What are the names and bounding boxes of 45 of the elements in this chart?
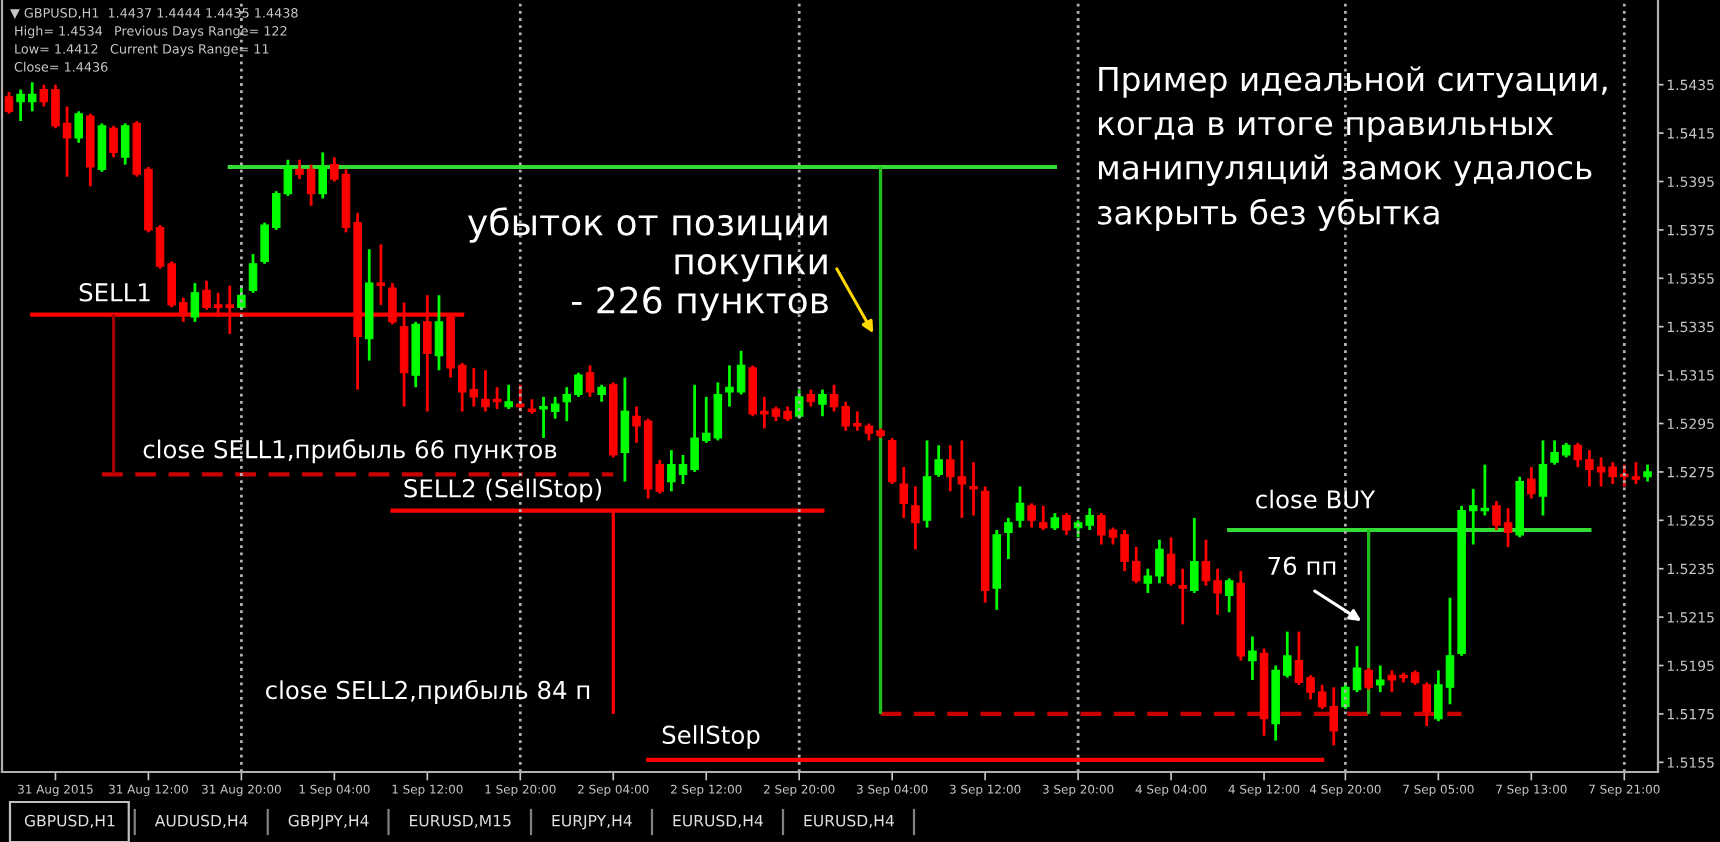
annotation: SELL1 <box>79 283 150 302</box>
annotation: 76 пп <box>1268 556 1336 576</box>
candlestick <box>585 364 595 399</box>
annotation: close SELL1,прибыль 66 пунктов <box>143 439 557 464</box>
candlestick <box>899 465 909 520</box>
candlestick <box>504 383 513 411</box>
candlestick <box>1004 516 1013 561</box>
annotation: close BUY <box>1256 489 1376 509</box>
candlestick <box>969 460 978 517</box>
candlestick <box>887 436 897 486</box>
candlestick <box>620 376 630 483</box>
annotation: SellStop <box>662 725 760 749</box>
candlestick <box>248 252 258 295</box>
candlestick <box>1364 666 1373 692</box>
candlestick <box>74 109 83 145</box>
candlestick <box>1538 439 1548 517</box>
candlestick <box>190 281 200 324</box>
candlestick <box>1027 501 1036 529</box>
candlestick <box>318 151 328 200</box>
candlestick <box>911 485 920 551</box>
candlestick <box>1062 511 1071 537</box>
candlestick <box>120 122 130 166</box>
candlestick <box>1038 504 1048 532</box>
candlestick <box>1224 577 1234 614</box>
candlestick <box>97 122 107 174</box>
candlestick <box>818 388 827 418</box>
candlestick <box>1015 485 1025 529</box>
candlestick <box>4 90 14 116</box>
annotation: убыток от позиции покупки - 226 пунктов <box>468 207 828 321</box>
candlestick <box>109 124 118 159</box>
candlestick <box>434 293 444 372</box>
candlestick <box>1166 535 1176 588</box>
candlestick <box>1422 681 1432 728</box>
candlestick <box>922 439 932 529</box>
candlestick <box>516 383 525 413</box>
candlestick <box>1375 664 1385 694</box>
candlestick <box>1527 465 1536 500</box>
candlestick <box>1248 635 1257 682</box>
annotation: SELL2 (SellStop) <box>404 478 602 503</box>
annotation: Пример идеальной ситуации, когда в итоге правильных манипуляций замок удалось закрыть без убытка <box>1098 66 1607 232</box>
annotation: close SELL2,прибыль 84 п <box>266 679 590 704</box>
candlestick <box>1190 516 1199 595</box>
candlestick <box>376 243 386 307</box>
candlestick <box>1178 567 1187 626</box>
candlestick <box>934 443 943 479</box>
